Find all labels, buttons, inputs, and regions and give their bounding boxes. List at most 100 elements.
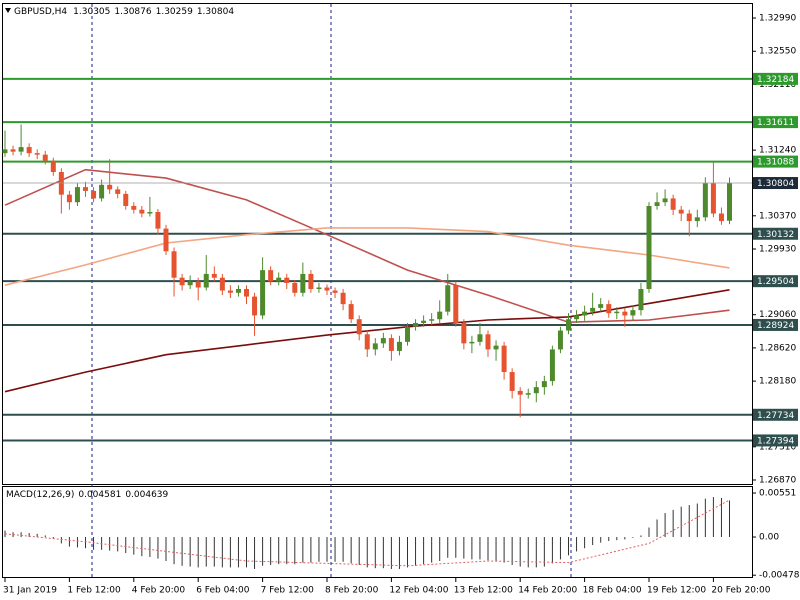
macd-value: 0.004581: [78, 490, 121, 500]
level-label-box: [753, 227, 798, 240]
candle-body: [340, 292, 346, 305]
candle-body: [533, 387, 539, 394]
x-tick-label: 14 Feb 20:00: [518, 586, 577, 596]
level-label: 1.31611: [757, 118, 794, 128]
candle-body: [276, 277, 282, 282]
x-tick-label: 18 Feb 04:00: [583, 586, 642, 596]
candle-body: [590, 307, 596, 312]
candle-body: [187, 281, 193, 286]
candle-body: [461, 322, 467, 344]
level-label-box: [753, 72, 798, 85]
candle-body: [396, 341, 402, 351]
candle-body: [211, 273, 217, 278]
macd-header: MACD(12,26,9) 0.004581 0.004639: [6, 490, 169, 500]
level-label-box: [753, 275, 798, 288]
candle-body: [710, 183, 716, 214]
level-label-box: [753, 408, 798, 421]
macd-y-tick-label: 0.00: [759, 533, 779, 543]
candle-body: [300, 273, 306, 293]
level-label-box: [753, 155, 798, 168]
candle-body: [316, 287, 322, 290]
candle-body: [517, 390, 523, 395]
candle-body: [501, 345, 507, 373]
candle-body: [718, 213, 724, 222]
candle-body: [485, 334, 491, 350]
candle-body: [541, 381, 547, 388]
price-pane-border: [2, 3, 753, 485]
candle-body: [678, 209, 684, 214]
macd-pane-border: [2, 486, 753, 578]
x-tick-label: 13 Feb 12:00: [454, 586, 513, 596]
x-tick-label: 20 Feb 20:00: [711, 586, 770, 596]
header-high: 1.30876: [114, 7, 151, 17]
candle-body: [324, 287, 330, 291]
candle-body: [630, 310, 636, 316]
candle-body: [477, 334, 483, 342]
header-open: 1.30305: [73, 7, 110, 17]
candle-body: [260, 270, 266, 316]
x-tick-label: 7 Feb 12:00: [261, 586, 315, 596]
y-tick-label: 1.31240: [759, 146, 796, 156]
candle-body: [332, 290, 338, 293]
candle-body: [380, 338, 386, 344]
candle-body: [131, 205, 137, 210]
candle-body: [453, 285, 459, 323]
menu-triangle: [5, 8, 11, 13]
candle-body: [235, 289, 241, 293]
x-tick-label: 8 Feb 20:00: [325, 586, 379, 596]
chart-header: GBPUSD,H4 1.30305 1.30876 1.30259 1.30804: [14, 7, 234, 17]
y-tick-label: 1.28180: [759, 377, 796, 387]
macd-y-tick-label: -0.00478: [759, 571, 800, 581]
candle-body: [582, 311, 588, 316]
symbol: GBPUSD,H4: [14, 7, 67, 17]
macd-name: MACD(12,26,9): [6, 490, 74, 500]
candle-body: [147, 212, 153, 214]
x-tick-label: 31 Jan 2019: [3, 586, 57, 596]
candle-body: [115, 189, 121, 194]
candle-body: [292, 282, 298, 293]
level-label: 1.27734: [757, 411, 794, 421]
x-tick-label: 12 Feb 04:00: [389, 586, 448, 596]
candle-body: [662, 198, 668, 203]
level-label-box: [753, 318, 798, 331]
candle-body: [252, 296, 258, 316]
candle-body: [107, 184, 113, 190]
signal-value: 0.004639: [125, 490, 168, 500]
candle-body: [26, 147, 32, 154]
candle-body: [638, 289, 644, 311]
candle-body: [50, 160, 56, 173]
y-tick-label: 1.32110: [759, 80, 796, 90]
candle-body: [219, 277, 225, 291]
candle-body: [203, 273, 209, 288]
candle-body: [598, 304, 604, 308]
candle-body: [654, 202, 660, 206]
candle-body: [694, 217, 700, 222]
candle-body: [74, 187, 80, 203]
candle-body: [195, 281, 201, 288]
y-tick-label: 1.29930: [759, 245, 796, 255]
level-label-box: [753, 116, 798, 129]
y-tick-label: 1.29060: [759, 310, 796, 320]
level-label: 1.27394: [757, 436, 794, 446]
macd-signal: [4, 499, 730, 567]
x-tick-label: 4 Feb 20:00: [132, 586, 186, 596]
candle-body: [614, 311, 620, 314]
candle-body: [525, 393, 531, 395]
candle-body: [139, 209, 145, 214]
candle-body: [356, 319, 362, 335]
candle-body: [244, 289, 249, 297]
x-tick-label: 6 Feb 04:00: [196, 586, 250, 596]
candle-body: [437, 311, 443, 320]
candle-body: [348, 304, 354, 320]
candle-body: [2, 149, 8, 154]
level-label: 1.32184: [757, 75, 794, 85]
candle-body: [493, 345, 499, 350]
candle-body: [702, 183, 708, 218]
x-tick-label: 19 Feb 12:00: [647, 586, 706, 596]
candle-body: [686, 213, 692, 222]
current-price-box: [753, 177, 798, 190]
y-tick-label: 1.30370: [759, 211, 796, 221]
moving-average: [4, 227, 730, 286]
level-label: 1.31088: [757, 158, 794, 168]
candle-body: [388, 338, 394, 351]
